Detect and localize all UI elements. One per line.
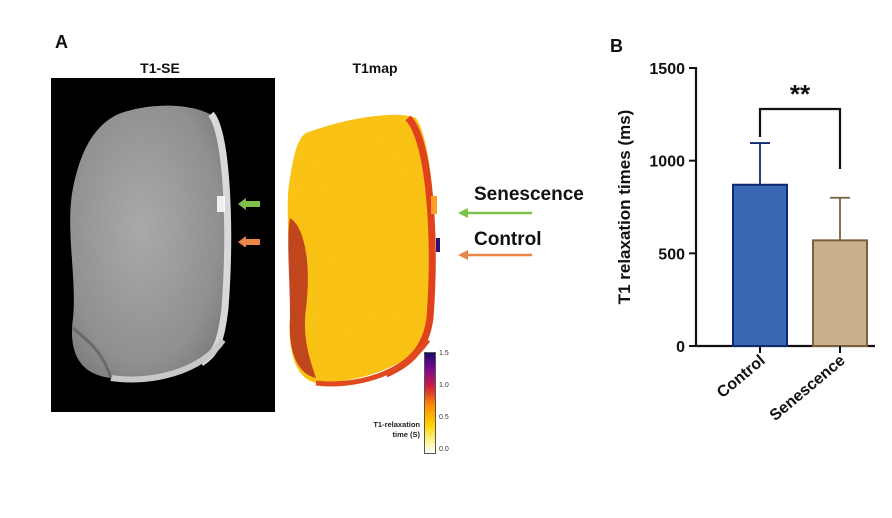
colorbar-label: T1-relaxation time (S): [330, 420, 420, 440]
y-tick-label-0: 0: [676, 339, 685, 356]
colorbar: [424, 352, 436, 454]
bar-control: [732, 183, 788, 347]
t1map-title: T1map: [352, 60, 398, 76]
map-arrows: [458, 208, 532, 260]
t1se-arrows: [238, 198, 260, 247]
control-label: Control: [474, 229, 542, 250]
y-tick-label-1: 500: [658, 246, 685, 263]
t1se-title: T1-SE: [140, 60, 180, 76]
y-axis-label: T1 relaxation times (ms): [615, 110, 634, 305]
colorbar-label-line2: time (S): [392, 430, 420, 439]
x-tick-label-control: Control: [714, 352, 768, 402]
senescence-arrow-icon: [458, 208, 532, 218]
colorbar-tick-1-5: 1.5: [439, 350, 449, 357]
x-tick-label-senescence: Senescence: [767, 352, 849, 425]
panel-b-letter: B: [610, 36, 623, 56]
t1se-image: [51, 78, 275, 412]
y-tick-label-2: 1000: [649, 154, 685, 171]
colorbar-tick-1-0: 1.0: [439, 382, 449, 389]
chart-bars: [732, 142, 868, 347]
colorbar-tick-0-0: 0.0: [439, 446, 449, 453]
significance-bracket: [758, 107, 842, 169]
orange-arrow-icon: [238, 236, 260, 247]
senescence-label: Senescence: [474, 184, 584, 205]
significance-label: **: [790, 79, 811, 109]
colorbar-tick-0-5: 0.5: [439, 414, 449, 421]
control-arrow-icon: [458, 250, 532, 260]
chart-labels: ** T1 relaxation times (ms): [615, 79, 842, 305]
green-arrow-icon: [238, 198, 260, 210]
colorbar-label-line1: T1-relaxation: [373, 420, 420, 429]
panel-a-letter: A: [55, 32, 68, 52]
y-tick-label-3: 1500: [649, 61, 685, 78]
bar-senescence: [812, 239, 868, 347]
t1map-image: [276, 78, 466, 412]
